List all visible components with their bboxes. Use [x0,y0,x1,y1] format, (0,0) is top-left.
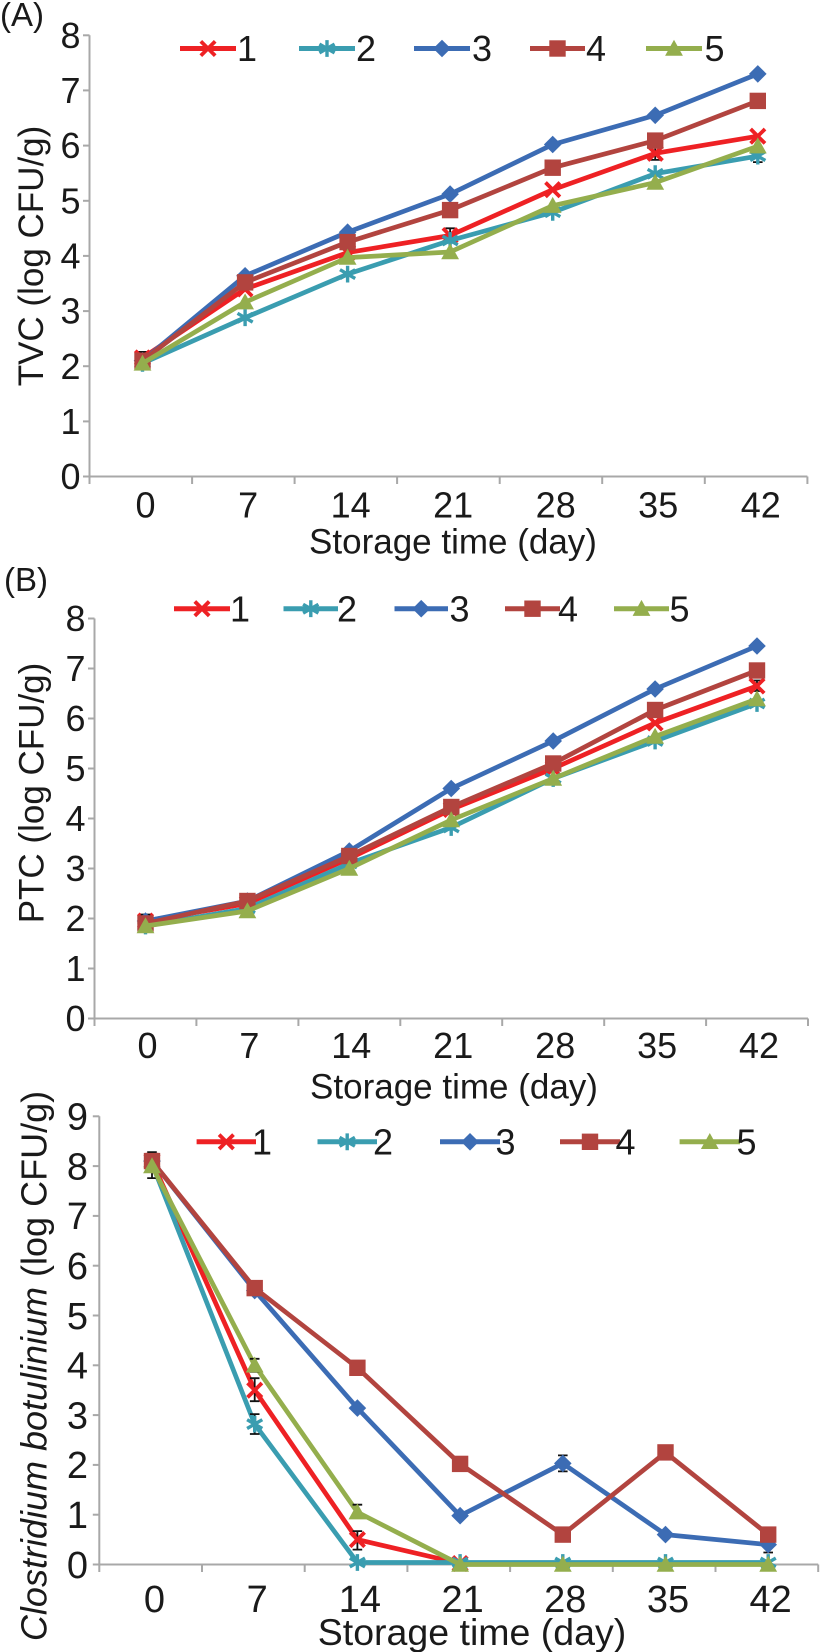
svg-text:14: 14 [331,1025,371,1066]
svg-text:28: 28 [536,485,576,526]
svg-text:4: 4 [65,798,85,839]
svg-text:2: 2 [65,898,85,939]
svg-text:1: 1 [65,948,85,989]
svg-text:35: 35 [637,1025,677,1066]
svg-text:2: 2 [337,588,357,629]
svg-text:35: 35 [647,1579,689,1621]
svg-text:5: 5 [736,1121,756,1162]
svg-text:7: 7 [238,485,258,526]
svg-text:8: 8 [65,598,85,639]
svg-text:2: 2 [356,28,376,69]
svg-text:42: 42 [739,1025,779,1066]
svg-text:3: 3 [65,848,85,889]
svg-text:0: 0 [65,998,85,1039]
svg-text:0: 0 [60,456,80,497]
svg-text:21: 21 [433,485,473,526]
svg-text:1: 1 [230,588,250,629]
svg-text:1: 1 [67,1495,88,1537]
svg-text:0: 0 [135,485,155,526]
svg-text:5: 5 [67,1296,88,1338]
svg-text:3: 3 [60,291,80,332]
svg-text:6: 6 [65,698,85,739]
svg-text:6: 6 [60,125,80,166]
svg-text:0: 0 [137,1025,157,1066]
svg-text:42: 42 [750,1579,792,1621]
svg-text:7: 7 [67,1196,88,1238]
svg-text:21: 21 [433,1025,473,1066]
svg-text:3: 3 [67,1395,88,1437]
svg-text:2: 2 [67,1445,88,1487]
svg-text:4: 4 [558,588,578,629]
svg-text:9: 9 [67,1097,88,1139]
svg-text:Storage time (day): Storage time (day) [310,1067,598,1106]
svg-text:Storage time (day): Storage time (day) [318,1611,626,1652]
svg-text:28: 28 [535,1025,575,1066]
svg-text:21: 21 [441,1579,483,1621]
svg-text:0: 0 [144,1579,165,1621]
svg-text:PTC (log CFU/g): PTC (log CFU/g) [12,663,51,924]
svg-text:7: 7 [247,1579,268,1621]
svg-text:14: 14 [331,485,371,526]
svg-text:3: 3 [449,588,469,629]
svg-text:TVC (log CFU/g): TVC (log CFU/g) [12,126,51,387]
svg-text:7: 7 [239,1025,259,1066]
svg-text:35: 35 [638,485,678,526]
svg-text:4: 4 [60,236,80,277]
svg-text:5: 5 [669,588,689,629]
svg-text:1: 1 [237,28,257,69]
svg-text:8: 8 [60,15,80,56]
svg-text:(B): (B) [4,561,48,598]
svg-text:3: 3 [495,1121,515,1162]
svg-text:1: 1 [60,401,80,442]
svg-text:2: 2 [373,1121,393,1162]
svg-text:Storage time (day): Storage time (day) [309,522,597,561]
svg-text:4: 4 [586,28,606,69]
svg-text:42: 42 [741,485,781,526]
svg-text:14: 14 [339,1579,381,1621]
svg-text:3: 3 [472,28,492,69]
svg-text:5: 5 [65,748,85,789]
svg-text:7: 7 [60,70,80,111]
svg-text:5: 5 [60,180,80,221]
svg-text:1: 1 [252,1121,272,1162]
svg-text:4: 4 [67,1346,88,1388]
svg-text:28: 28 [544,1579,586,1621]
svg-text:4: 4 [615,1121,635,1162]
svg-text:6: 6 [67,1246,88,1288]
svg-text:2: 2 [60,346,80,387]
svg-text:8: 8 [67,1146,88,1188]
svg-text:7: 7 [65,648,85,689]
svg-text:(A): (A) [0,0,44,33]
svg-text:0: 0 [67,1545,88,1587]
svg-text:5: 5 [704,28,724,69]
svg-text:Clostridium botulinium (log CF: Clostridium botulinium (log CFU/g) [13,1091,54,1641]
